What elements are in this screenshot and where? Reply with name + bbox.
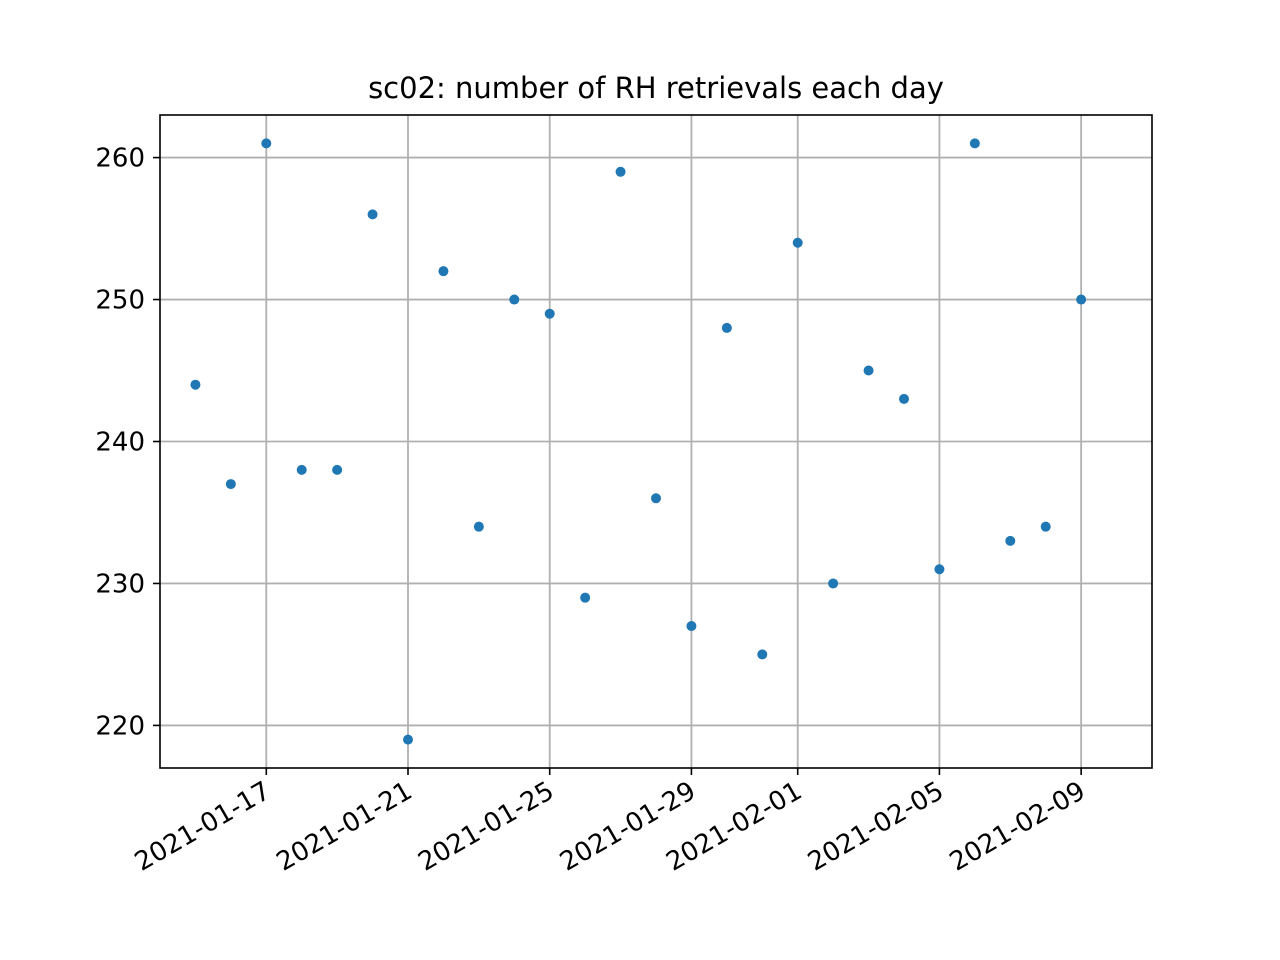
data-point — [863, 365, 874, 376]
plot-frame — [159, 114, 1153, 769]
x-tick-label: 2021-01-25 — [413, 776, 559, 878]
y-tick-label: 230 — [95, 569, 145, 599]
x-tick-label: 2021-02-09 — [945, 776, 1091, 878]
data-point — [934, 564, 945, 575]
data-point — [473, 521, 484, 532]
y-tick-label: 220 — [95, 711, 145, 741]
data-point — [296, 464, 307, 475]
data-point — [1040, 521, 1051, 532]
data-point — [332, 464, 343, 475]
y-tick-label: 240 — [95, 428, 145, 458]
x-tick-label: 2021-01-17 — [130, 776, 276, 878]
data-point — [438, 266, 449, 277]
data-point — [686, 621, 697, 632]
data-point — [544, 308, 555, 319]
data-point — [651, 493, 661, 504]
data-point — [615, 166, 626, 177]
y-tick-label: 250 — [95, 286, 145, 316]
data-point — [792, 237, 803, 248]
data-point — [403, 734, 413, 745]
data-point — [1076, 294, 1087, 305]
data-point — [509, 294, 520, 305]
data-point — [757, 649, 768, 660]
data-points — [190, 138, 1087, 745]
x-tick-label: 2021-02-05 — [803, 776, 949, 878]
x-tick-label: 2021-01-21 — [272, 776, 418, 878]
data-point — [580, 592, 591, 603]
data-point — [367, 209, 378, 220]
y-tick-label: 260 — [95, 144, 145, 174]
data-point — [225, 479, 236, 490]
data-point — [899, 393, 909, 404]
data-point — [828, 578, 839, 589]
grid — [160, 115, 1152, 768]
chart-title: sc02: number of RH retrievals each day — [368, 71, 944, 105]
data-point — [261, 138, 272, 149]
data-point — [969, 138, 980, 149]
data-point — [190, 379, 201, 390]
data-point — [1005, 535, 1016, 546]
data-point — [721, 322, 732, 333]
